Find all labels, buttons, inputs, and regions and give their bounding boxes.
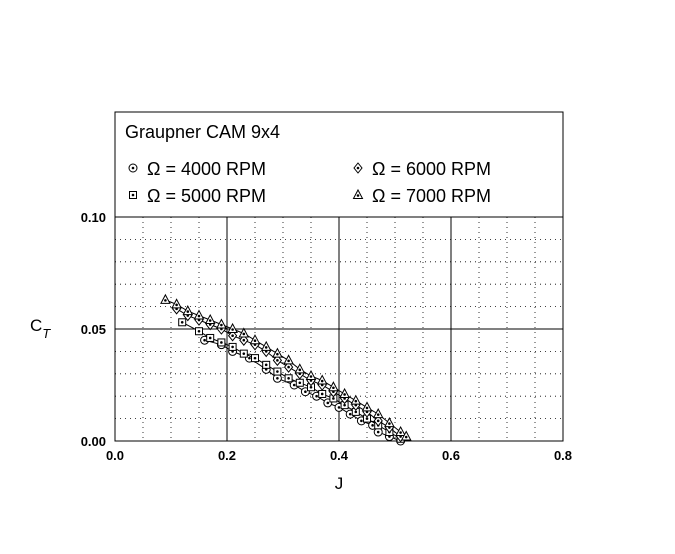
x-tick-label: 0.2 (218, 448, 236, 463)
data-point (193, 309, 205, 320)
x-axis-label: J (335, 474, 344, 493)
legend-label: Ω = 4000 RPM (147, 159, 266, 179)
data-point (272, 347, 283, 358)
data-point (272, 354, 283, 367)
data-point (373, 427, 383, 437)
y-axis-label-main: C (30, 316, 42, 335)
data-point (216, 318, 227, 329)
data-point (318, 389, 327, 398)
legend: Graupner CAM 9x4 Ω = 4000 RPM Ω = 6000 RP… (125, 122, 491, 206)
data-point (328, 381, 339, 392)
data-point (283, 354, 294, 365)
y-axis-label: CT (30, 316, 51, 341)
data-point (350, 394, 362, 405)
legend-item: Ω = 7000 RPM (352, 186, 491, 206)
major-grid (115, 216, 563, 441)
data-point (182, 305, 194, 316)
data-point (160, 293, 171, 304)
data-point (316, 374, 328, 385)
data-point (238, 327, 250, 338)
data-point (400, 430, 412, 441)
plot-frame (114, 111, 564, 442)
legend-item: Ω = 4000 RPM (128, 159, 266, 179)
data-point (305, 369, 317, 381)
data-point (284, 374, 293, 383)
data-point (295, 378, 304, 387)
data-point (249, 334, 261, 345)
data-point (283, 361, 294, 373)
data-point (262, 360, 271, 369)
data-point (195, 327, 203, 336)
legend-label: Ω = 5000 RPM (147, 186, 266, 206)
series (200, 335, 406, 446)
series (160, 293, 412, 441)
y-tick-label: 0.00 (81, 434, 106, 449)
data-point (260, 340, 272, 351)
y-tick-label: 0.10 (81, 210, 106, 225)
legend-item: Ω = 6000 RPM (353, 159, 491, 179)
data-point (227, 322, 238, 333)
data-point (217, 338, 226, 347)
chart-title: Graupner CAM 9x4 (125, 122, 280, 142)
data-point (239, 349, 248, 358)
data-point (227, 329, 238, 342)
data-point (228, 342, 237, 351)
legend-label: Ω = 7000 RPM (372, 186, 491, 206)
x-tick-label: 0.8 (554, 448, 572, 463)
data-point (273, 367, 282, 376)
x-tick-label: 0.6 (442, 448, 460, 463)
data-point (239, 334, 249, 347)
legend-item: Ω = 5000 RPM (129, 186, 266, 206)
data-point (395, 425, 406, 437)
data-point (206, 333, 215, 342)
data-point (128, 163, 138, 173)
data-point (353, 162, 363, 174)
y-axis-label-subscript: T (42, 326, 51, 341)
data-point (352, 188, 364, 199)
data-point (178, 318, 187, 327)
data-point (384, 417, 395, 428)
data-point (339, 387, 350, 398)
x-tick-label: 0.4 (330, 448, 349, 463)
data-point (204, 313, 216, 325)
data-point (372, 408, 384, 419)
data-point (373, 415, 383, 427)
data-point (361, 401, 373, 412)
y-tick-label: 0.05 (81, 322, 106, 337)
tick-labels: 0.0 0.2 0.4 0.6 0.8 0.00 0.05 0.10 (81, 210, 572, 463)
data-point (129, 191, 137, 199)
data-point (251, 354, 259, 363)
legend-label: Ω = 6000 RPM (372, 159, 491, 179)
data-point (171, 298, 182, 309)
x-tick-label: 0.0 (106, 448, 124, 463)
series-layer (160, 293, 412, 446)
data-point (294, 363, 306, 374)
